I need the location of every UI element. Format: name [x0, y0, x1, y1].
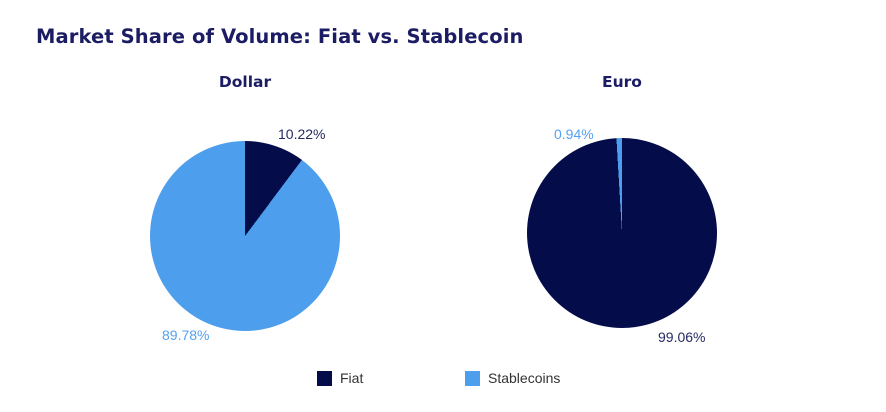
dollar-fiat-percentage-label: 10.22%	[278, 126, 326, 142]
legend-label-fiat: Fiat	[340, 370, 364, 386]
euro-pie-chart	[527, 138, 717, 328]
euro-chart-title: Euro	[602, 73, 642, 91]
dollar-pie-chart	[150, 141, 340, 331]
legend-label-stablecoins: Stablecoins	[488, 370, 561, 386]
euro-stablecoin-percentage-label: 0.94%	[554, 126, 594, 142]
fiat-color-swatch	[317, 370, 332, 386]
euro-fiat-percentage-label: 99.06%	[658, 329, 706, 345]
stablecoins-color-swatch	[465, 370, 480, 386]
dollar-stablecoin-percentage-label: 89.78%	[162, 327, 210, 343]
legend-item-stablecoins: Stablecoins	[465, 370, 560, 386]
legend-item-fiat: Fiat	[317, 370, 363, 386]
dollar-chart-title: Dollar	[218, 73, 272, 91]
page-title: Market Share of Volume: Fiat vs. Stablec…	[36, 25, 524, 48]
